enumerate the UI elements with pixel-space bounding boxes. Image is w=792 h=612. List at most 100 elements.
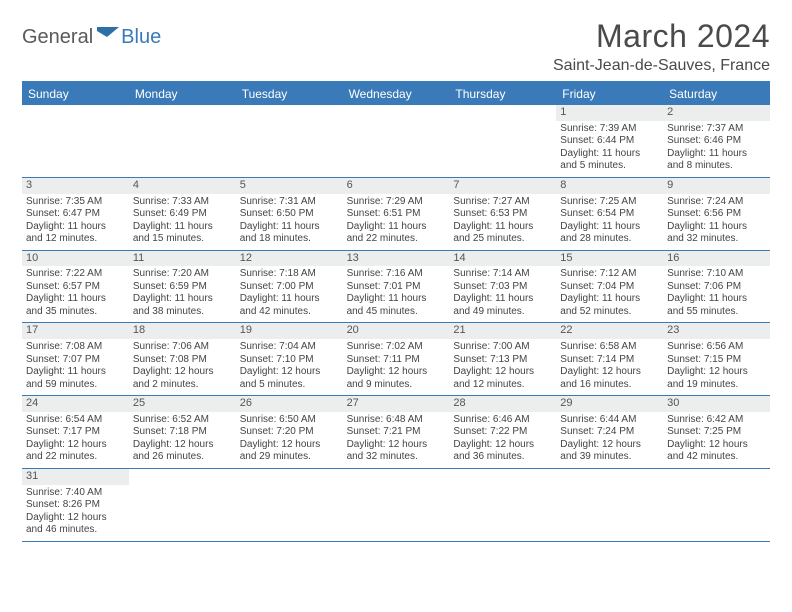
empty-cell <box>449 105 556 177</box>
day-number: 22 <box>556 323 663 339</box>
day-cell: 19Sunrise: 7:04 AMSunset: 7:10 PMDayligh… <box>236 323 343 395</box>
daylight-text: Daylight: 11 hours and 38 minutes. <box>133 293 232 318</box>
sunrise-text: Sunrise: 6:54 AM <box>26 414 125 427</box>
sunrise-text: Sunrise: 6:52 AM <box>133 414 232 427</box>
day-number: 27 <box>343 396 450 412</box>
daylight-text: Daylight: 12 hours and 22 minutes. <box>26 439 125 464</box>
day-number: 15 <box>556 251 663 267</box>
day-number: 24 <box>22 396 129 412</box>
logo-text-general: General <box>22 26 93 49</box>
day-cell: 5 Sunrise: 7:31 AMSunset: 6:50 PMDaylight… <box>236 178 343 250</box>
day-cell: 8 Sunrise: 7:25 AMSunset: 6:54 PMDaylight… <box>556 178 663 250</box>
sunrise-text: Sunrise: 7:24 AM <box>667 196 766 209</box>
sunrise-text: Sunrise: 6:46 AM <box>453 414 552 427</box>
sunrise-text: Sunrise: 6:58 AM <box>560 341 659 354</box>
sunset-text: Sunset: 7:21 PM <box>347 426 446 439</box>
empty-cell <box>449 469 556 541</box>
day-cell: 4Sunrise: 7:33 AMSunset: 6:49 PMDaylight… <box>129 178 236 250</box>
day-header: Tuesday <box>236 83 343 105</box>
daylight-text: Daylight: 12 hours and 29 minutes. <box>240 439 339 464</box>
day-header: Saturday <box>663 83 770 105</box>
day-header-row: Sunday Monday Tuesday Wednesday Thursday… <box>22 83 770 105</box>
sunset-text: Sunset: 7:15 PM <box>667 354 766 367</box>
daylight-text: Daylight: 11 hours and 35 minutes. <box>26 293 125 318</box>
daylight-text: Daylight: 11 hours and 18 minutes. <box>240 221 339 246</box>
sunrise-text: Sunrise: 7:14 AM <box>453 268 552 281</box>
daylight-text: Daylight: 12 hours and 5 minutes. <box>240 366 339 391</box>
daylight-text: Daylight: 11 hours and 28 minutes. <box>560 221 659 246</box>
day-number: 9 <box>663 178 770 194</box>
day-number: 4 <box>129 178 236 194</box>
sunrise-text: Sunrise: 7:06 AM <box>133 341 232 354</box>
logo-text-blue: Blue <box>121 26 161 49</box>
empty-cell <box>343 469 450 541</box>
header: General Blue March 2024 Saint-Jean-de-Sa… <box>22 18 770 75</box>
day-cell: 27Sunrise: 6:48 AMSunset: 7:21 PMDayligh… <box>343 396 450 468</box>
day-number: 8 <box>556 178 663 194</box>
sunset-text: Sunset: 7:25 PM <box>667 426 766 439</box>
day-cell: 9 Sunrise: 7:24 AMSunset: 6:56 PMDaylight… <box>663 178 770 250</box>
sunset-text: Sunset: 7:04 PM <box>560 281 659 294</box>
day-number: 10 <box>22 251 129 267</box>
weeks-container: 1Sunrise: 7:39 AMSunset: 6:44 PMDaylight… <box>22 105 770 542</box>
day-cell: 15Sunrise: 7:12 AMSunset: 7:04 PMDayligh… <box>556 251 663 323</box>
day-cell: 6Sunrise: 7:29 AMSunset: 6:51 PMDaylight… <box>343 178 450 250</box>
day-cell: 11Sunrise: 7:20 AMSunset: 6:59 PMDayligh… <box>129 251 236 323</box>
day-number: 1 <box>556 105 663 121</box>
empty-cell <box>236 469 343 541</box>
sunrise-text: Sunrise: 6:42 AM <box>667 414 766 427</box>
sunset-text: Sunset: 6:54 PM <box>560 208 659 221</box>
sunrise-text: Sunrise: 7:04 AM <box>240 341 339 354</box>
sunset-text: Sunset: 6:50 PM <box>240 208 339 221</box>
day-cell: 31Sunrise: 7:40 AMSunset: 8:26 PMDayligh… <box>22 469 129 541</box>
daylight-text: Daylight: 12 hours and 26 minutes. <box>133 439 232 464</box>
sunrise-text: Sunrise: 7:29 AM <box>347 196 446 209</box>
sunrise-text: Sunrise: 7:37 AM <box>667 123 766 136</box>
day-cell: 1Sunrise: 7:39 AMSunset: 6:44 PMDaylight… <box>556 105 663 177</box>
sunset-text: Sunset: 6:56 PM <box>667 208 766 221</box>
day-number: 29 <box>556 396 663 412</box>
day-cell: 16Sunrise: 7:10 AMSunset: 7:06 PMDayligh… <box>663 251 770 323</box>
day-number: 23 <box>663 323 770 339</box>
sunrise-text: Sunrise: 7:31 AM <box>240 196 339 209</box>
day-cell: 26Sunrise: 6:50 AMSunset: 7:20 PMDayligh… <box>236 396 343 468</box>
sunrise-text: Sunrise: 7:16 AM <box>347 268 446 281</box>
sunset-text: Sunset: 7:00 PM <box>240 281 339 294</box>
sunset-text: Sunset: 6:47 PM <box>26 208 125 221</box>
day-number: 26 <box>236 396 343 412</box>
sunset-text: Sunset: 6:59 PM <box>133 281 232 294</box>
day-number: 16 <box>663 251 770 267</box>
day-cell: 17Sunrise: 7:08 AMSunset: 7:07 PMDayligh… <box>22 323 129 395</box>
sunrise-text: Sunrise: 7:25 AM <box>560 196 659 209</box>
week-row: 24Sunrise: 6:54 AMSunset: 7:17 PMDayligh… <box>22 396 770 469</box>
logo: General Blue <box>22 26 161 49</box>
sunrise-text: Sunrise: 7:33 AM <box>133 196 232 209</box>
sunset-text: Sunset: 6:57 PM <box>26 281 125 294</box>
daylight-text: Daylight: 11 hours and 55 minutes. <box>667 293 766 318</box>
calendar: Sunday Monday Tuesday Wednesday Thursday… <box>22 81 770 542</box>
daylight-text: Daylight: 11 hours and 32 minutes. <box>667 221 766 246</box>
day-number: 2 <box>663 105 770 121</box>
week-row: 10Sunrise: 7:22 AMSunset: 6:57 PMDayligh… <box>22 251 770 324</box>
sunset-text: Sunset: 7:03 PM <box>453 281 552 294</box>
day-cell: 10Sunrise: 7:22 AMSunset: 6:57 PMDayligh… <box>22 251 129 323</box>
day-number: 17 <box>22 323 129 339</box>
day-number: 30 <box>663 396 770 412</box>
daylight-text: Daylight: 12 hours and 19 minutes. <box>667 366 766 391</box>
day-number: 5 <box>236 178 343 194</box>
day-number: 11 <box>129 251 236 267</box>
daylight-text: Daylight: 11 hours and 15 minutes. <box>133 221 232 246</box>
empty-cell <box>236 105 343 177</box>
daylight-text: Daylight: 11 hours and 59 minutes. <box>26 366 125 391</box>
day-cell: 7Sunrise: 7:27 AMSunset: 6:53 PMDaylight… <box>449 178 556 250</box>
day-number: 21 <box>449 323 556 339</box>
day-header: Sunday <box>22 83 129 105</box>
flag-icon <box>97 27 119 48</box>
day-cell: 24Sunrise: 6:54 AMSunset: 7:17 PMDayligh… <box>22 396 129 468</box>
sunset-text: Sunset: 7:13 PM <box>453 354 552 367</box>
day-number: 6 <box>343 178 450 194</box>
month-title: March 2024 <box>553 18 770 55</box>
empty-cell <box>129 469 236 541</box>
daylight-text: Daylight: 12 hours and 2 minutes. <box>133 366 232 391</box>
day-cell: 28Sunrise: 6:46 AMSunset: 7:22 PMDayligh… <box>449 396 556 468</box>
